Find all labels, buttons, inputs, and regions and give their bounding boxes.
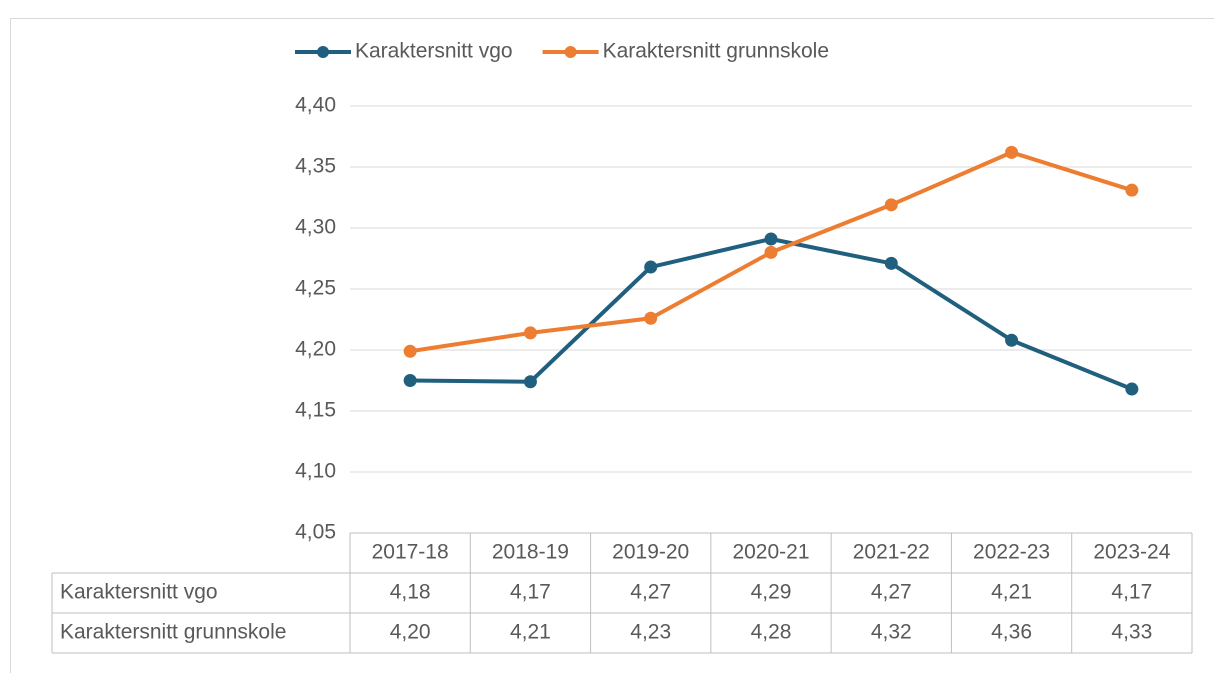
data-point: [1005, 145, 1019, 159]
table-value: 4,17: [510, 581, 551, 604]
y-tick-label: 4,40: [295, 94, 336, 117]
x-tick-label: 2023-24: [1093, 541, 1170, 564]
data-point: [523, 375, 537, 389]
data-point: [884, 256, 898, 270]
table-value: 4,21: [991, 581, 1032, 604]
table-value: 4,33: [1111, 621, 1152, 644]
y-tick-label: 4,30: [295, 216, 336, 239]
data-point: [1125, 382, 1139, 396]
y-tick-label: 4,25: [295, 277, 336, 300]
series-line: [410, 236, 1133, 391]
data-point: [884, 198, 898, 212]
table-row-label: Karaktersnitt vgo: [60, 581, 218, 604]
x-tick-label: 2019-20: [612, 541, 689, 564]
table-value: 4,18: [390, 581, 431, 604]
y-tick-label: 4,15: [295, 399, 336, 422]
x-tick-label: 2022-23: [973, 541, 1050, 564]
data-point: [764, 245, 778, 259]
y-tick-label: 4,10: [295, 460, 336, 483]
x-tick-label: 2020-21: [732, 541, 809, 564]
table-value: 4,17: [1111, 581, 1152, 604]
table-value: 4,28: [751, 621, 792, 644]
data-point: [523, 326, 537, 340]
data-point: [403, 374, 417, 387]
table-value: 4,23: [630, 621, 671, 644]
data-point: [1125, 183, 1139, 197]
legend-label: Karaktersnitt vgo: [355, 40, 513, 63]
data-point: [403, 344, 417, 358]
x-tick-label: 2018-19: [492, 541, 569, 564]
y-tick-label: 4,05: [295, 521, 336, 544]
legend-marker: [564, 46, 577, 58]
data-point: [644, 311, 658, 325]
legend-label: Karaktersnitt grunnskole: [603, 40, 829, 63]
table-row-label: Karaktersnitt grunnskole: [60, 621, 286, 644]
table-value: 4,29: [751, 581, 792, 604]
y-tick-label: 4,35: [295, 155, 336, 178]
data-point: [644, 260, 658, 274]
table-value: 4,27: [630, 581, 671, 604]
table-value: 4,21: [510, 621, 551, 644]
table-value: 4,20: [390, 621, 431, 644]
x-tick-label: 2021-22: [853, 541, 930, 564]
data-point: [764, 232, 778, 246]
data-point: [1005, 333, 1019, 347]
x-tick-label: 2017-18: [372, 541, 449, 564]
table-value: 4,36: [991, 621, 1032, 644]
y-tick-label: 4,20: [295, 338, 336, 361]
table-value: 4,32: [871, 621, 912, 644]
table-value: 4,27: [871, 581, 912, 604]
legend-marker: [317, 46, 329, 58]
